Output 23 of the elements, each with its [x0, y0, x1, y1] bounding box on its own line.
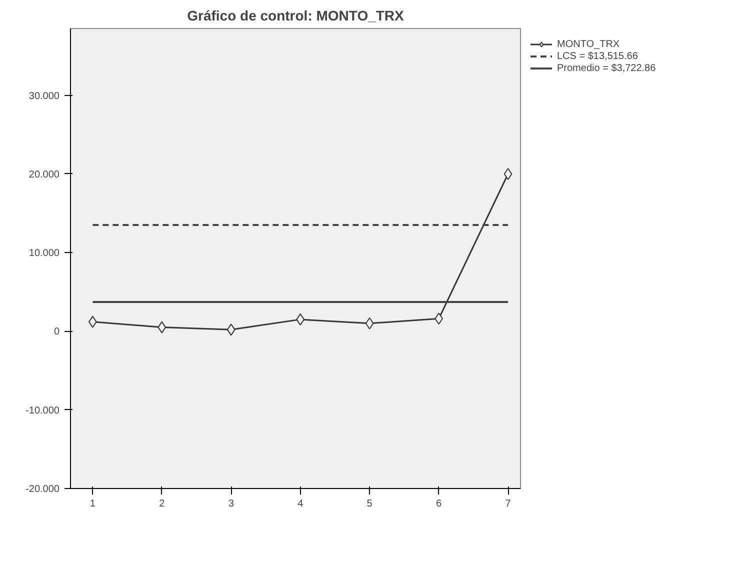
y-tick-label: 30.000 [28, 90, 60, 102]
x-tick-label: 5 [366, 498, 373, 510]
x-tick-label: 7 [505, 498, 512, 510]
point [365, 317, 374, 330]
point [226, 324, 236, 336]
point [504, 168, 512, 180]
point [88, 316, 97, 328]
x-tick-label: 4 [298, 498, 304, 510]
y-tick-label: -10.000 [26, 405, 60, 416]
point [296, 313, 305, 326]
legend-label: Promedio = $3,722.86 [557, 62, 656, 74]
legend-label: MONTO_TRX [557, 38, 620, 50]
point [158, 321, 166, 334]
y-tick-label: 0 [54, 326, 60, 338]
y-tick-label: 10.000 [28, 248, 60, 260]
x-tick-label: 3 [228, 498, 234, 510]
x-tick-label: 2 [159, 498, 166, 510]
chart-title: Gráfico de control: MONTO_TRX [187, 8, 405, 24]
x-tick-label: 6 [436, 498, 442, 510]
y-tick-label: 20.000 [28, 169, 60, 180]
legend-label: LCS = $13,515.66 [557, 50, 638, 62]
y-tick-label: -20.000 [26, 484, 60, 495]
x-tick-label: 1 [90, 498, 96, 510]
